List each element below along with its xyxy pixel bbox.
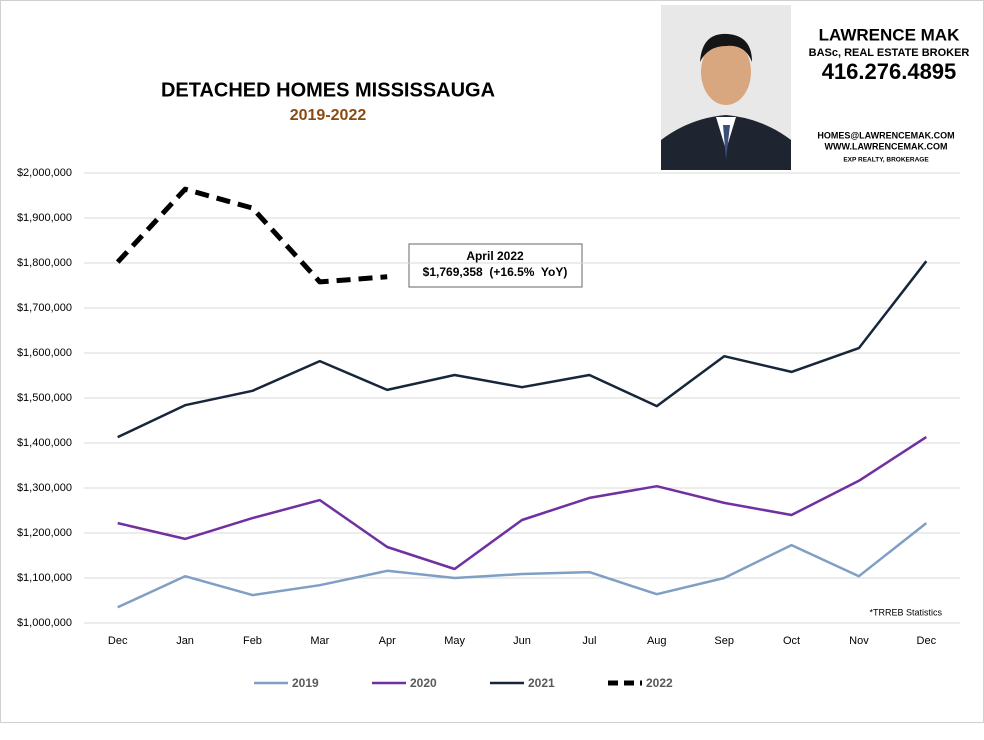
broker-phone: 416.276.4895 (822, 59, 957, 84)
legend-label: 2021 (528, 676, 555, 690)
x-tick-label: Jul (582, 635, 596, 647)
annotation-title: April 2022 (466, 249, 524, 263)
y-tick-label: $1,400,000 (17, 437, 72, 449)
chart-title: DETACHED HOMES MISSISSAUGA (161, 79, 495, 101)
broker-email: HOMES@LAWRENCEMAK.COM (817, 130, 954, 140)
x-tick-label: Dec (917, 635, 937, 647)
y-tick-label: $1,300,000 (17, 482, 72, 494)
y-tick-label: $2,000,000 (17, 167, 72, 179)
brokerage: EXP REALTY, BROKERAGE (843, 157, 929, 164)
y-tick-label: $1,200,000 (17, 527, 72, 539)
photo (661, 5, 791, 170)
x-tick-label: Oct (783, 635, 800, 647)
x-tick-label: Dec (108, 635, 128, 647)
x-tick-label: Apr (379, 635, 396, 647)
y-tick-label: $1,700,000 (17, 302, 72, 314)
annotation-box (408, 243, 583, 288)
legend-label: 2019 (292, 676, 319, 690)
chart-border (0, 0, 984, 723)
x-tick-label: Nov (849, 635, 869, 647)
x-tick-label: Jun (513, 635, 531, 647)
legend-label: 2022 (646, 676, 673, 690)
x-tick-label: Sep (714, 635, 734, 647)
broker-role: BASc, REAL ESTATE BROKER (809, 47, 970, 59)
y-tick-label: $1,500,000 (17, 392, 72, 404)
grid (84, 172, 960, 624)
y-tick-label: $1,800,000 (17, 257, 72, 269)
x-tick-label: Aug (647, 635, 667, 647)
y-tick-label: $1,900,000 (17, 212, 72, 224)
broker-name: LAWRENCE MAK (819, 25, 960, 44)
series-line (115, 186, 388, 285)
chart-subtitle: 2019-2022 (290, 107, 367, 124)
series-line (117, 260, 928, 439)
series-line (117, 522, 928, 609)
y-tick-label: $1,000,000 (17, 617, 72, 629)
x-tick-label: May (444, 635, 465, 647)
x-tick-label: Mar (310, 635, 329, 647)
y-tick-label: $1,600,000 (17, 347, 72, 359)
legend-label: 2020 (410, 676, 437, 690)
y-tick-label: $1,100,000 (17, 572, 72, 584)
broker-website: WWW.LAWRENCEMAK.COM (825, 141, 948, 151)
x-tick-label: Feb (243, 635, 262, 647)
source-note: *TRREB Statistics (869, 607, 942, 617)
annotation-value: $1,769,358 (+16.5% YoY) (423, 265, 568, 279)
series-line (117, 436, 927, 571)
x-tick-label: Jan (176, 635, 194, 647)
